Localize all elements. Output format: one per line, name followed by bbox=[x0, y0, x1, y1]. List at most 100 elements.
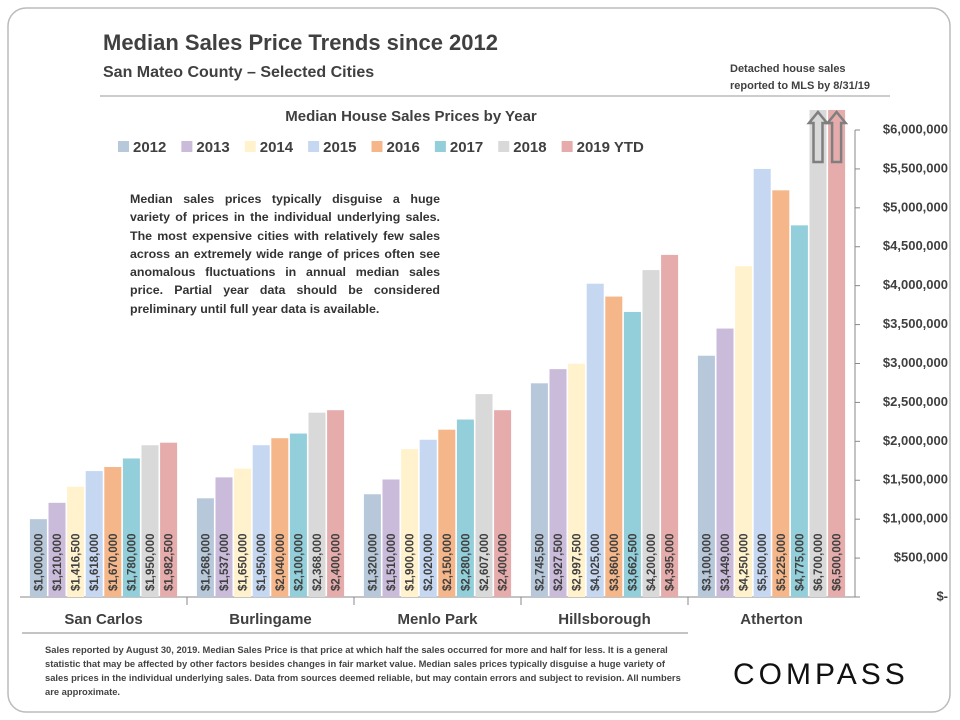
value-label: $4,200,000 bbox=[646, 533, 658, 591]
value-label: $1,537,000 bbox=[219, 533, 231, 591]
chart-title: Median House Sales Prices by Year bbox=[285, 108, 537, 125]
value-label: $3,662,500 bbox=[627, 533, 639, 591]
bar bbox=[716, 328, 734, 597]
bar bbox=[586, 283, 604, 597]
value-label: $2,100,000 bbox=[293, 533, 305, 591]
bar bbox=[67, 486, 85, 597]
bar bbox=[475, 394, 493, 597]
value-label: $1,650,000 bbox=[238, 533, 250, 591]
value-label: $1,510,000 bbox=[386, 533, 398, 591]
y-tick-label: $5,000,000 bbox=[883, 199, 948, 214]
bars bbox=[29, 110, 846, 598]
value-label: $5,225,000 bbox=[776, 533, 788, 591]
bar bbox=[252, 445, 270, 597]
source-note: reported to MLS by 8/31/19 bbox=[730, 80, 870, 92]
legend-label: 2018 bbox=[513, 139, 546, 156]
bar bbox=[327, 410, 345, 597]
title: Median Sales Price Trends since 2012 bbox=[103, 30, 498, 55]
y-tick-label: $1,000,000 bbox=[883, 511, 948, 526]
y-tick-label: $3,000,000 bbox=[883, 355, 948, 370]
legend-swatch bbox=[181, 141, 193, 152]
footnote: Sales reported by August 30, 2019. Media… bbox=[45, 644, 681, 697]
y-tick-label: $2,500,000 bbox=[883, 394, 948, 409]
bar bbox=[642, 270, 660, 597]
x-tick-label: San Carlos bbox=[64, 611, 142, 628]
bar bbox=[697, 355, 715, 597]
value-label: $6,500,000 bbox=[832, 533, 844, 591]
bar bbox=[85, 471, 103, 597]
value-label: $1,950,000 bbox=[145, 533, 157, 591]
bar bbox=[196, 498, 214, 597]
value-label: $1,416,500 bbox=[71, 533, 83, 591]
legend-swatch bbox=[434, 141, 446, 152]
bar bbox=[234, 468, 252, 597]
value-label: $4,250,000 bbox=[739, 533, 751, 591]
bar bbox=[549, 369, 567, 597]
bar bbox=[382, 479, 400, 597]
frame bbox=[7, 7, 951, 713]
bar bbox=[753, 168, 771, 597]
value-label: $1,982,500 bbox=[164, 533, 176, 591]
x-tick-label: Atherton bbox=[740, 611, 803, 628]
bar bbox=[363, 494, 381, 597]
value-label: $6,700,000 bbox=[813, 533, 825, 591]
value-label: $2,150,000 bbox=[442, 533, 454, 591]
bar bbox=[308, 412, 326, 597]
y-tick-label: $2,000,000 bbox=[883, 433, 948, 448]
bar bbox=[160, 442, 178, 597]
value-label: $2,368,000 bbox=[312, 533, 324, 591]
value-label: $1,950,000 bbox=[256, 533, 268, 591]
legend-swatch bbox=[244, 141, 256, 152]
legend-label: 2014 bbox=[260, 139, 294, 156]
annotation: Median sales prices typically disguise a… bbox=[130, 192, 440, 316]
bar bbox=[215, 477, 233, 597]
y-tick-label: $4,500,000 bbox=[883, 238, 948, 253]
bar bbox=[828, 110, 846, 597]
value-label: $4,775,000 bbox=[794, 533, 806, 591]
bar bbox=[48, 502, 66, 597]
value-label: $5,500,000 bbox=[757, 533, 769, 591]
bar bbox=[419, 439, 437, 597]
x-tick-label: Menlo Park bbox=[397, 611, 478, 628]
value-label: $1,670,000 bbox=[108, 533, 120, 591]
value-label: $1,210,000 bbox=[52, 533, 64, 591]
bar bbox=[735, 266, 753, 597]
bar bbox=[530, 383, 548, 597]
value-label: $2,997,500 bbox=[572, 533, 584, 591]
legend-label: 2015 bbox=[323, 139, 356, 156]
x-tick-label: Burlingame bbox=[229, 611, 312, 628]
y-tick-label: $- bbox=[936, 588, 948, 603]
value-label: $1,000,000 bbox=[33, 533, 45, 591]
value-label: $1,320,000 bbox=[367, 533, 379, 591]
value-label: $3,449,000 bbox=[720, 533, 732, 591]
bar bbox=[289, 433, 307, 597]
legend-swatch bbox=[308, 141, 320, 152]
y-tick-label: $1,500,000 bbox=[883, 472, 948, 487]
value-label: $2,745,500 bbox=[534, 533, 546, 591]
bar bbox=[494, 410, 512, 597]
bar bbox=[122, 458, 140, 597]
legend-label: 2013 bbox=[196, 139, 229, 156]
value-label: $4,025,000 bbox=[590, 533, 602, 591]
bar bbox=[438, 429, 456, 597]
bar bbox=[772, 190, 790, 597]
y-tick-label: $4,000,000 bbox=[883, 277, 948, 292]
x-tick-label: Hillsborough bbox=[558, 611, 651, 628]
logo: COMPASS bbox=[733, 658, 909, 691]
subtitle: San Mateo County – Selected Cities bbox=[103, 64, 374, 81]
value-label: $2,020,000 bbox=[423, 533, 435, 591]
value-label: $1,618,000 bbox=[89, 533, 101, 591]
value-label: $1,268,000 bbox=[200, 533, 212, 591]
value-label: $2,400,000 bbox=[498, 533, 510, 591]
legend-label: 2016 bbox=[387, 139, 420, 156]
value-label: $1,780,000 bbox=[126, 533, 138, 591]
value-label: $2,040,000 bbox=[275, 533, 287, 591]
bar bbox=[568, 363, 586, 597]
bar bbox=[661, 254, 679, 598]
y-tick-label: $6,000,000 bbox=[883, 121, 948, 136]
legend-swatch bbox=[561, 141, 573, 152]
value-label: $4,395,000 bbox=[665, 533, 677, 591]
bar bbox=[623, 311, 641, 597]
bar bbox=[104, 467, 122, 597]
